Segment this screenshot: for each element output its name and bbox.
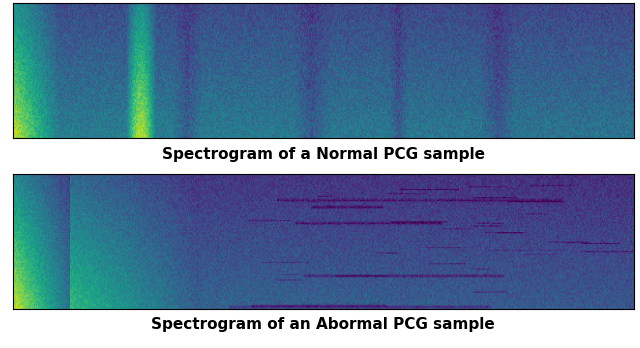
Text: Spectrogram of a Normal PCG sample: Spectrogram of a Normal PCG sample [162,147,484,162]
Text: Spectrogram of an Abormal PCG sample: Spectrogram of an Abormal PCG sample [151,317,495,332]
